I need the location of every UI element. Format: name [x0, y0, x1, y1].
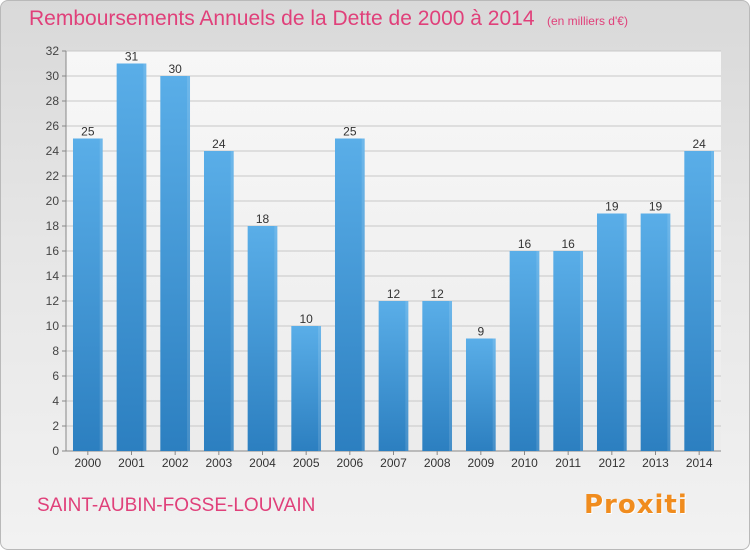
data-label: 24 — [692, 137, 706, 151]
y-tick-label: 12 — [46, 294, 60, 308]
y-tick-label: 24 — [46, 144, 60, 158]
bar-highlight — [667, 213, 671, 451]
y-tick-label: 18 — [46, 219, 60, 233]
bar — [509, 251, 540, 451]
bar-highlight — [230, 151, 234, 451]
data-label: 10 — [299, 312, 313, 326]
chart-title: Remboursements Annuels de la Dette de 20… — [29, 7, 628, 31]
bar-highlight — [99, 138, 103, 451]
bar — [553, 251, 584, 451]
bar — [291, 326, 322, 451]
x-tick-label: 2005 — [293, 456, 320, 470]
data-label: 12 — [430, 287, 444, 301]
bar-highlight — [318, 326, 322, 451]
x-tick-label: 2008 — [424, 456, 451, 470]
x-tick-label: 2002 — [162, 456, 189, 470]
x-tick-label: 2009 — [467, 456, 494, 470]
y-tick-label: 22 — [46, 169, 60, 183]
bar-highlight — [143, 63, 147, 451]
y-tick-label: 26 — [46, 119, 60, 133]
bar — [422, 301, 453, 451]
x-tick-label: 2006 — [336, 456, 363, 470]
data-label: 12 — [387, 287, 401, 301]
y-tick-label: 4 — [52, 394, 59, 408]
x-tick-label: 2003 — [205, 456, 232, 470]
x-tick-label: 2000 — [74, 456, 101, 470]
y-tick-label: 2 — [52, 419, 59, 433]
y-tick-label: 10 — [46, 319, 60, 333]
bar-highlight — [361, 138, 365, 451]
x-tick-label: 2001 — [118, 456, 145, 470]
bar-highlight — [623, 213, 627, 451]
proxiti-logo: Proxiti — [584, 490, 688, 520]
x-tick-label: 2012 — [598, 456, 625, 470]
data-label: 9 — [477, 325, 484, 339]
bar-highlight — [492, 338, 496, 451]
y-tick-label: 32 — [46, 44, 60, 58]
bar-highlight — [405, 301, 409, 451]
x-tick-label: 2004 — [249, 456, 276, 470]
data-label: 18 — [256, 212, 270, 226]
bar — [72, 138, 103, 451]
bar — [160, 76, 191, 451]
commune-name: SAINT-AUBIN-FOSSE-LOUVAIN — [37, 495, 316, 516]
bar-highlight — [711, 151, 715, 451]
x-tick-label: 2007 — [380, 456, 407, 470]
data-label: 25 — [343, 125, 357, 139]
y-tick-label: 16 — [46, 244, 60, 258]
bar-highlight — [274, 226, 278, 451]
x-tick-label: 2014 — [686, 456, 713, 470]
chart-title-main: Remboursements Annuels de la Dette de 20… — [29, 7, 535, 30]
bar-highlight — [449, 301, 453, 451]
data-label: 30 — [168, 62, 182, 76]
bar — [596, 213, 627, 451]
y-tick-label: 8 — [52, 344, 59, 358]
bar — [684, 151, 715, 451]
data-label: 24 — [212, 137, 226, 151]
y-tick-label: 20 — [46, 194, 60, 208]
bar-highlight — [536, 251, 540, 451]
x-tick-label: 2010 — [511, 456, 538, 470]
chart-title-unit: (en milliers d'€) — [546, 14, 628, 28]
bar-highlight — [187, 76, 191, 451]
bar — [465, 338, 496, 451]
bar — [116, 63, 147, 451]
bar — [247, 226, 278, 451]
y-tick-label: 0 — [52, 444, 59, 458]
bar-highlight — [580, 251, 584, 451]
x-tick-label: 2013 — [642, 456, 669, 470]
x-tick-label: 2011 — [555, 456, 581, 470]
data-label: 19 — [605, 200, 619, 214]
y-tick-label: 30 — [46, 69, 60, 83]
data-label: 25 — [81, 125, 95, 139]
y-tick-label: 6 — [52, 369, 59, 383]
bar — [203, 151, 234, 451]
data-label: 16 — [518, 237, 532, 251]
data-label: 16 — [561, 237, 575, 251]
bar — [640, 213, 671, 451]
data-label: 19 — [649, 200, 663, 214]
data-label: 31 — [125, 50, 139, 64]
y-tick-label: 14 — [46, 269, 60, 283]
bar — [334, 138, 365, 451]
bar — [378, 301, 409, 451]
y-tick-label: 28 — [46, 94, 60, 108]
